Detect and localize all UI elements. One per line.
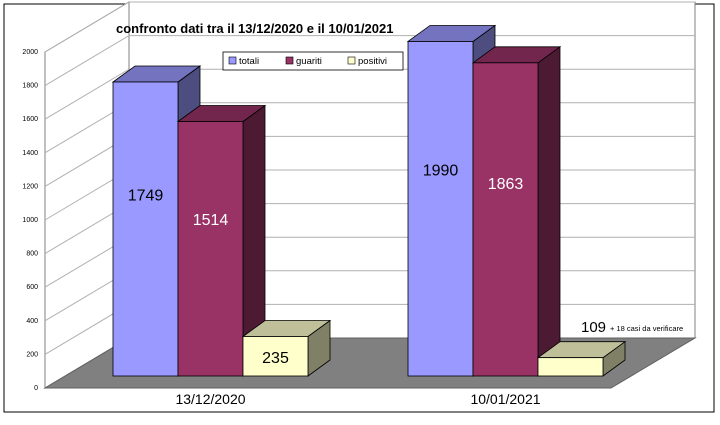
legend-label-positivi: positivi xyxy=(358,56,387,67)
y-tick-label: 1200 xyxy=(22,183,38,190)
bar-totali xyxy=(407,41,474,377)
bar-positivi xyxy=(537,357,604,377)
bar-guariti xyxy=(472,62,539,377)
chart-title: confronto dati tra il 13/12/2020 e il 10… xyxy=(116,21,393,36)
data-label: 1514 xyxy=(193,212,229,229)
y-tick-label: 0 xyxy=(34,385,38,392)
y-tick-label: 400 xyxy=(26,318,38,325)
bar-totali xyxy=(112,81,179,377)
y-tick-label: 600 xyxy=(26,284,38,291)
bar-positivi xyxy=(242,336,309,377)
x-tick-label: 10/01/2021 xyxy=(470,391,540,407)
x-tick-label: 13/12/2020 xyxy=(175,391,245,407)
data-label: 1863 xyxy=(488,176,524,193)
y-tick-label: 1400 xyxy=(22,150,38,157)
y-tick-label: 800 xyxy=(26,251,38,258)
y-tick-label: 1800 xyxy=(22,83,38,90)
legend-swatch-totali xyxy=(228,56,237,65)
legend-swatch-guariti xyxy=(285,56,294,65)
data-label: 109 xyxy=(581,319,606,336)
y-tick-label: 1600 xyxy=(22,116,38,123)
legend-box xyxy=(222,51,404,71)
gridline xyxy=(44,1,695,53)
annotation-text: + 18 casi da verificare xyxy=(610,324,683,333)
data-label: 1749 xyxy=(128,188,164,205)
y-tick-label: 1000 xyxy=(22,217,38,224)
legend-swatch-positivi xyxy=(347,56,356,65)
gridline xyxy=(44,35,695,87)
data-label: 1990 xyxy=(423,163,459,180)
bar-guariti xyxy=(177,121,244,377)
legend-label-guariti: guariti xyxy=(296,56,322,67)
bar-side xyxy=(537,46,561,377)
data-label: 235 xyxy=(262,350,289,367)
legend-label-totali: totali xyxy=(239,56,259,67)
y-tick-label: 200 xyxy=(26,351,38,358)
y-tick-label: 2000 xyxy=(22,49,38,56)
